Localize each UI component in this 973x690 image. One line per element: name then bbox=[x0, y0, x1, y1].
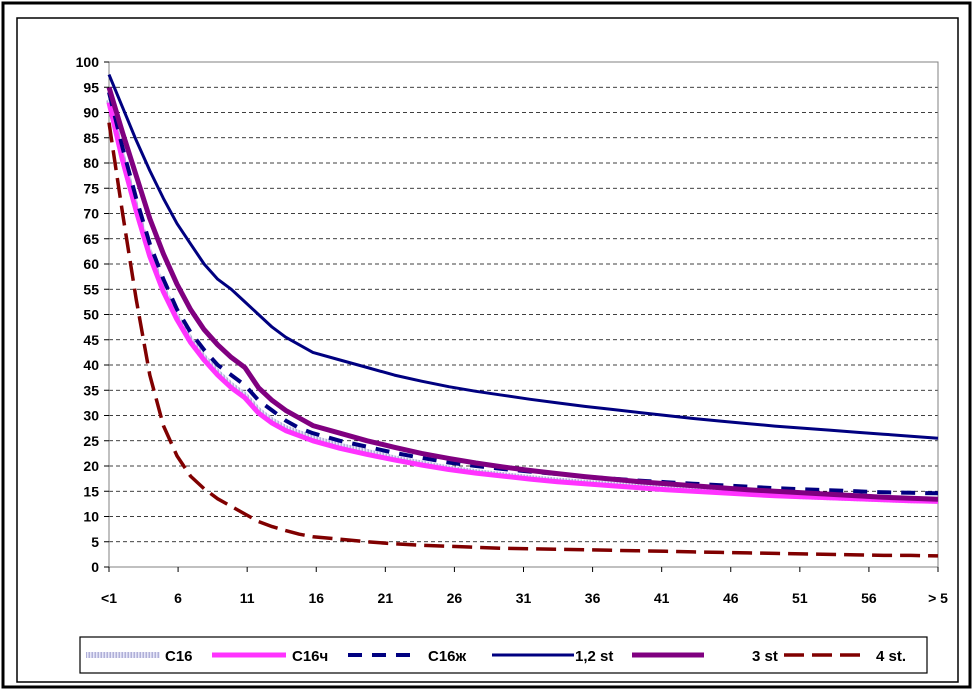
y-tick-label: 80 bbox=[83, 155, 99, 171]
y-tick-label: 95 bbox=[83, 79, 99, 95]
legend-label-5: 4 st. bbox=[876, 648, 906, 665]
y-tick-label: 85 bbox=[83, 130, 99, 146]
legend-label-0: C16 bbox=[165, 648, 193, 665]
series-line-4 bbox=[106, 86, 939, 502]
series-layer bbox=[106, 74, 939, 558]
legend-label-4: 3 st bbox=[752, 648, 778, 665]
y-tick-label: 70 bbox=[83, 206, 99, 222]
legend-label-1: C16ч bbox=[292, 648, 328, 665]
y-tick-label: 65 bbox=[83, 231, 99, 247]
x-tick-label: 31 bbox=[516, 590, 532, 606]
legend-label-3: 1,2 st bbox=[575, 648, 613, 665]
y-tick-label: 45 bbox=[83, 332, 99, 348]
y-axis: 0 5 10 15 20 25 30 35 40 45 50 55 60 65 70 75 80 85 90 95 10… bbox=[76, 54, 109, 575]
chart-area-border bbox=[16, 17, 959, 683]
legend: C16 C16ч C16ж 1,2 st 3 st 4 st. bbox=[79, 636, 928, 674]
series-line-5 bbox=[107, 122, 939, 558]
y-tick-label: 0 bbox=[91, 559, 99, 575]
y-tick-label: 90 bbox=[83, 105, 99, 121]
x-tick-label: <1 bbox=[101, 590, 117, 606]
x-tick-label: 16 bbox=[308, 590, 324, 606]
x-tick-label: 46 bbox=[723, 590, 739, 606]
x-tick-label: 26 bbox=[447, 590, 463, 606]
y-tick-label: 35 bbox=[83, 382, 99, 398]
y-tick-label: 10 bbox=[83, 509, 99, 525]
y-tick-label: 25 bbox=[83, 433, 99, 449]
x-tick-label: 6 bbox=[174, 590, 182, 606]
y-tick-label: 100 bbox=[76, 54, 100, 70]
x-tick-label: 36 bbox=[585, 590, 601, 606]
series-line-1 bbox=[106, 101, 939, 504]
x-tick-label: 41 bbox=[654, 590, 670, 606]
y-tick-label: 75 bbox=[83, 180, 99, 196]
y-tick-label: 60 bbox=[83, 256, 99, 272]
x-tick-label: 21 bbox=[378, 590, 394, 606]
y-tick-label: 50 bbox=[83, 307, 99, 323]
y-tick-label: 5 bbox=[91, 534, 99, 550]
x-tick-label: > 5 bbox=[928, 590, 948, 606]
y-tick-label: 30 bbox=[83, 408, 99, 424]
y-tick-label: 55 bbox=[83, 281, 99, 297]
grid bbox=[109, 86, 938, 543]
legend-label-2: C16ж bbox=[428, 648, 467, 665]
x-tick-label: 56 bbox=[861, 590, 877, 606]
y-tick-label: 15 bbox=[83, 483, 99, 499]
x-axis: <1 6 11 16 21 26 31 36 41 46 51 56 > 5 bbox=[101, 567, 948, 606]
series-line-2 bbox=[107, 91, 939, 496]
y-tick-label: 40 bbox=[83, 357, 99, 373]
x-tick-label: 51 bbox=[792, 590, 808, 606]
series-line-3 bbox=[107, 74, 939, 440]
x-tick-label: 11 bbox=[240, 590, 255, 606]
y-tick-label: 20 bbox=[83, 458, 99, 474]
